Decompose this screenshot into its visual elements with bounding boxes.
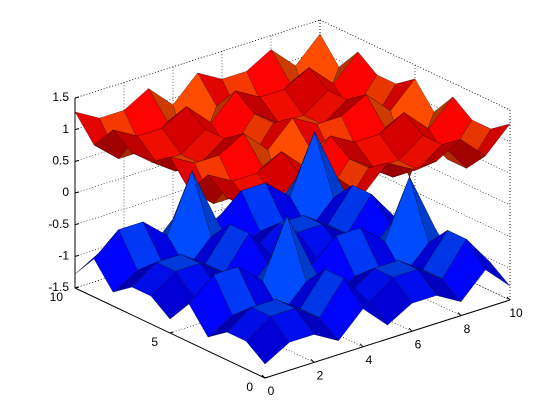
y-tick-label: 5: [151, 335, 158, 349]
z-tick-label: 1: [62, 122, 69, 136]
z-tick-label: -1.5: [48, 280, 69, 294]
box-edge: [74, 19, 321, 99]
grid-line: [74, 146, 321, 225]
z-tick-label: -0.5: [48, 217, 69, 231]
z-tick-label: 0: [62, 185, 69, 199]
tick-mark: [74, 159, 80, 162]
x-tick-label: 2: [317, 369, 324, 383]
y-tick-label: 0: [246, 380, 253, 394]
tick-mark: [457, 312, 462, 316]
tick-mark: [310, 359, 315, 363]
z-tick-label: 0.5: [52, 154, 69, 168]
tick-mark: [74, 128, 80, 131]
grid-line: [74, 114, 321, 194]
axis-line: [74, 287, 266, 379]
y-tick-label: 10: [50, 290, 64, 304]
x-tick-label: 10: [509, 306, 523, 320]
x-tick-label: 8: [464, 322, 471, 336]
z-tick-label: -1: [58, 249, 69, 263]
x-tick-label: 4: [366, 353, 373, 367]
z-tick-label: 1.5: [52, 90, 69, 104]
tick-mark: [74, 191, 80, 194]
tick-mark: [408, 327, 413, 332]
surface-face: [245, 315, 290, 365]
tick-mark: [359, 343, 364, 348]
box-edge: [319, 19, 511, 111]
x-tick-label: 6: [415, 337, 422, 351]
tick-mark: [74, 254, 80, 257]
axis-line: [264, 299, 511, 379]
tick-mark: [74, 223, 80, 226]
tick-mark: [506, 296, 511, 301]
x-tick-label: 0: [268, 384, 275, 398]
